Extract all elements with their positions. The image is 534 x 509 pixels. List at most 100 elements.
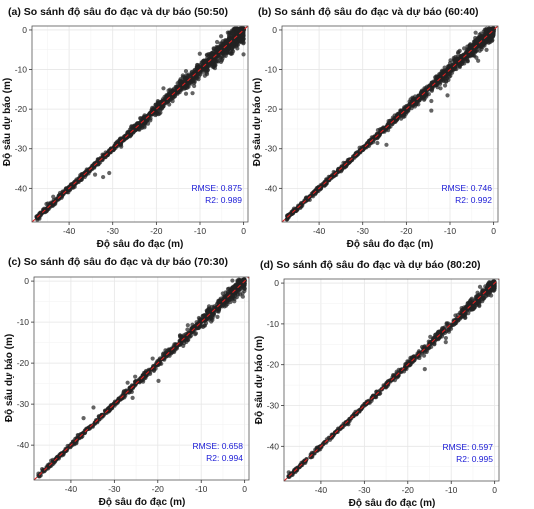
data-point bbox=[230, 278, 235, 283]
data-point bbox=[350, 154, 356, 159]
grid bbox=[282, 26, 498, 222]
data-point bbox=[209, 52, 215, 57]
data-point bbox=[209, 319, 214, 324]
data-point bbox=[232, 38, 237, 43]
data-point bbox=[218, 59, 224, 64]
data-point bbox=[51, 194, 56, 199]
y-axis-title: Độ sâu dự báo (m) bbox=[252, 78, 263, 166]
data-point bbox=[429, 98, 434, 104]
data-point bbox=[433, 77, 438, 82]
x-tick-label: -30 bbox=[358, 485, 371, 495]
data-point bbox=[210, 312, 215, 317]
data-point bbox=[462, 46, 467, 51]
x-tick-label: -40 bbox=[313, 226, 326, 236]
data-point bbox=[490, 38, 495, 43]
data-point bbox=[422, 93, 427, 98]
data-point bbox=[459, 314, 465, 319]
x-tick-label: -30 bbox=[107, 226, 120, 236]
data-point bbox=[235, 42, 240, 47]
x-tick-label: -20 bbox=[150, 226, 163, 236]
data-point bbox=[193, 331, 199, 336]
data-point bbox=[195, 62, 200, 68]
chart-title: (b) So sánh độ sâu đo đạc và dự báo (60:… bbox=[258, 6, 479, 18]
rmse-label: RMSE: 0.658 bbox=[192, 441, 243, 451]
data-point bbox=[443, 335, 448, 341]
data-point bbox=[314, 186, 319, 191]
data-point bbox=[220, 54, 225, 59]
rmse-label: RMSE: 0.875 bbox=[191, 183, 242, 193]
data-point bbox=[457, 48, 462, 53]
data-point bbox=[473, 30, 478, 35]
y-tick-label: -10 bbox=[15, 65, 28, 75]
x-tick-label: -20 bbox=[152, 484, 165, 494]
data-point bbox=[200, 313, 205, 319]
data-point bbox=[480, 288, 485, 294]
data-point bbox=[473, 35, 478, 41]
y-tick-label: -40 bbox=[15, 183, 28, 193]
data-point bbox=[483, 284, 488, 289]
x-axis-title: Độ sâu đo đạc (m) bbox=[99, 497, 186, 508]
scatter-points bbox=[284, 26, 496, 222]
data-point bbox=[474, 55, 479, 60]
x-tick-label: 0 bbox=[242, 484, 247, 494]
data-point bbox=[150, 356, 155, 361]
data-point bbox=[183, 91, 189, 96]
data-point bbox=[207, 60, 212, 65]
y-tick-label: 0 bbox=[24, 276, 29, 286]
data-point bbox=[410, 102, 415, 107]
data-point bbox=[448, 58, 453, 63]
data-point bbox=[142, 114, 147, 119]
y-axis-title: Độ sâu dự báo (m) bbox=[2, 78, 13, 166]
data-point bbox=[192, 68, 197, 73]
data-point bbox=[125, 380, 130, 385]
data-point bbox=[130, 395, 135, 400]
data-point bbox=[228, 299, 233, 305]
data-point bbox=[455, 59, 460, 64]
r2-label: R2: 0.995 bbox=[456, 454, 493, 464]
data-point bbox=[179, 334, 184, 340]
x-tick-label: 0 bbox=[241, 226, 246, 236]
data-point bbox=[428, 334, 433, 339]
data-point bbox=[190, 91, 195, 96]
y-tick-label: -40 bbox=[267, 441, 280, 451]
data-point bbox=[50, 457, 55, 462]
x-tick-label: 0 bbox=[492, 485, 497, 495]
data-point bbox=[457, 64, 463, 70]
data-point bbox=[215, 314, 220, 319]
data-point bbox=[286, 470, 291, 475]
data-point bbox=[210, 304, 215, 309]
data-point bbox=[177, 338, 183, 344]
data-point bbox=[224, 42, 229, 47]
chart-panel-3: (c) So sánh độ sâu đo đạc và dự báo (70:… bbox=[4, 256, 250, 508]
data-point bbox=[452, 322, 457, 327]
x-axis-title: Độ sâu đo đạc (m) bbox=[347, 239, 434, 250]
data-point bbox=[185, 327, 190, 332]
data-point bbox=[241, 285, 246, 290]
data-point bbox=[480, 293, 485, 298]
data-point bbox=[122, 136, 128, 142]
x-tick-label: -40 bbox=[63, 226, 76, 236]
data-point bbox=[240, 294, 245, 299]
data-point bbox=[236, 288, 242, 293]
y-tick-label: -30 bbox=[267, 401, 280, 411]
data-point bbox=[489, 281, 494, 286]
data-point bbox=[228, 288, 233, 293]
y-tick-label: -20 bbox=[15, 104, 28, 114]
data-point bbox=[49, 201, 54, 206]
x-tick-label: -30 bbox=[108, 484, 121, 494]
data-point bbox=[376, 133, 381, 138]
data-point bbox=[480, 45, 485, 50]
data-point bbox=[307, 197, 312, 202]
reference-line bbox=[33, 276, 250, 481]
y-tick-label: -20 bbox=[17, 358, 30, 368]
data-point bbox=[143, 371, 148, 376]
data-point bbox=[314, 189, 320, 194]
data-point bbox=[434, 74, 440, 79]
data-point bbox=[392, 118, 397, 123]
data-point bbox=[426, 92, 431, 97]
y-tick-label: -10 bbox=[265, 65, 278, 75]
data-point bbox=[39, 467, 45, 472]
r2-label: R2: 0.989 bbox=[205, 195, 242, 205]
data-point bbox=[309, 191, 314, 196]
